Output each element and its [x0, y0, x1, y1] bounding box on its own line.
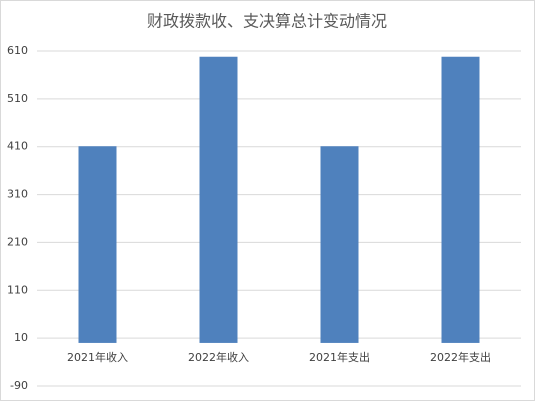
y-tick-label: 210	[7, 235, 28, 248]
y-tick-label: 610	[7, 44, 28, 57]
y-tick-label: 510	[7, 92, 28, 105]
y-tick-label: 410	[7, 140, 28, 153]
bar	[320, 146, 359, 343]
x-tick-label: 2022年收入	[188, 350, 249, 364]
y-tick-label: 10	[14, 331, 28, 344]
bar	[441, 56, 480, 343]
x-tick-label: 2022年支出	[430, 350, 491, 364]
bar	[199, 56, 238, 343]
y-tick-label: -90	[10, 379, 28, 392]
y-tick-label: 310	[7, 188, 28, 201]
x-tick-label: 2021年支出	[309, 350, 370, 364]
y-tick-label: 110	[7, 283, 28, 296]
chart-title: 财政拨款收、支决算总计变动情况	[147, 12, 387, 31]
bar	[78, 146, 117, 343]
x-tick-label: 2021年收入	[67, 350, 128, 364]
